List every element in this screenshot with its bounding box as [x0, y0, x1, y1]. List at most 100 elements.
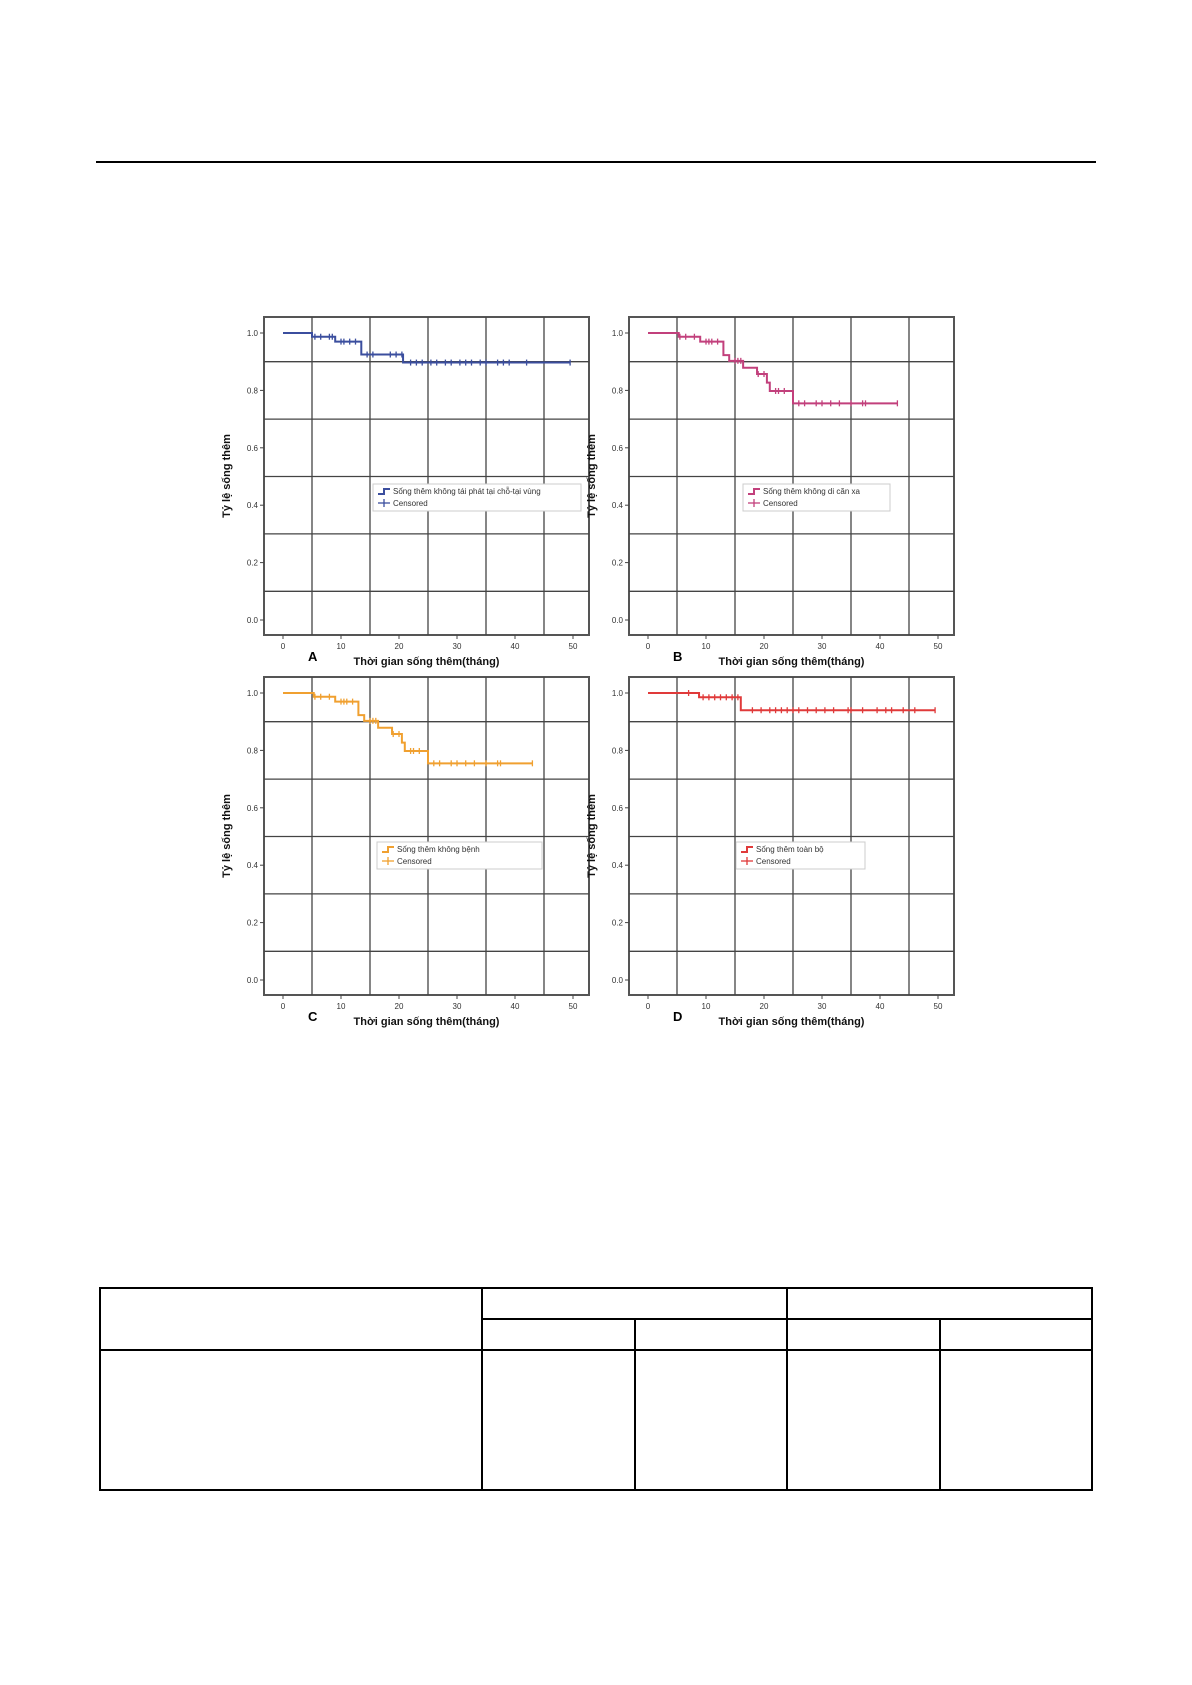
legend-label: Censored — [393, 499, 428, 508]
x-tick-label: 50 — [569, 642, 578, 651]
x-tick-label: 40 — [511, 642, 520, 651]
y-tick-label: 0.2 — [612, 559, 624, 568]
legend-box — [735, 841, 866, 870]
legend-label: Censored — [763, 499, 798, 508]
legend-box — [742, 483, 891, 512]
y-axis-label: Tỷ lệ sống thêm — [586, 794, 598, 878]
y-axis-label: Tỷ lệ sống thêm — [221, 434, 233, 518]
legend: Sống thêm không di căn xa Censored — [742, 483, 891, 512]
x-tick-label: 10 — [702, 642, 711, 651]
table-cell — [786, 1349, 941, 1491]
table-subheader-cell — [786, 1318, 941, 1351]
x-tick-label: 0 — [646, 1002, 651, 1011]
y-tick-label: 0.6 — [247, 804, 259, 813]
legend-step-icon — [382, 846, 394, 853]
table-header-cell — [481, 1287, 788, 1320]
legend-box — [376, 841, 543, 870]
legend-step-icon — [378, 488, 390, 495]
x-tick-label: 50 — [934, 642, 943, 651]
y-tick-label: 0.8 — [612, 746, 624, 755]
chart-panel-c: 0.0 0.2 0.4 0.6 0.8 1.0 0 10 20 30 40 50 Thời gian s… — [221, 676, 590, 1028]
panel-label: A — [308, 649, 318, 664]
y-tick-label: 0.8 — [247, 386, 259, 395]
legend-label: Sống thêm không di căn xa — [763, 487, 861, 496]
x-tick-label: 30 — [818, 1002, 827, 1011]
y-axis-label: Tỷ lệ sống thêm — [221, 794, 233, 878]
y-tick-label: 0.6 — [612, 804, 624, 813]
y-axis-label: Tỷ lệ sống thêm — [586, 434, 598, 518]
x-tick-label: 50 — [569, 1002, 578, 1011]
legend-label: Censored — [397, 857, 432, 866]
panel-label: C — [308, 1009, 318, 1024]
x-tick-label: 40 — [876, 1002, 885, 1011]
table-cell — [938, 1349, 1093, 1491]
chart-panel-a: 0.0 0.2 0.4 0.6 0.8 1.0 0 10 20 30 40 50 Thời gian s… — [221, 316, 590, 668]
y-tick-label: 1.0 — [247, 689, 259, 698]
x-tick-label: 20 — [760, 1002, 769, 1011]
y-tick-label: 0.4 — [247, 861, 259, 870]
survival-curve — [283, 692, 533, 765]
y-tick-label: 0.8 — [612, 386, 624, 395]
y-tick-label: 1.0 — [612, 329, 624, 338]
legend-box — [372, 483, 582, 512]
x-axis-label: Thời gian sống thêm(tháng) — [719, 1016, 865, 1028]
legend: Sống thêm không bệnh Censored — [376, 841, 543, 870]
x-tick-label: 40 — [876, 642, 885, 651]
panel-label: B — [673, 649, 682, 664]
legend-label: Sống thêm không tái phát tại chỗ-tại vùn… — [393, 487, 541, 496]
x-axis-label: Thời gian sống thêm(tháng) — [354, 1016, 500, 1028]
x-tick-label: 0 — [281, 642, 286, 651]
y-tick-label: 0.2 — [247, 559, 259, 568]
x-axis-label: Thời gian sống thêm(tháng) — [354, 656, 500, 668]
table-header-cell — [99, 1287, 483, 1351]
legend-step-icon — [741, 846, 753, 853]
y-tick-label: 0.0 — [612, 976, 624, 985]
x-tick-label: 50 — [934, 1002, 943, 1011]
legend-label: Censored — [756, 857, 791, 866]
y-tick-label: 0.2 — [612, 919, 624, 928]
survival-curve — [283, 332, 571, 364]
table-subheader-cell — [938, 1318, 1093, 1351]
legend: Sống thêm toàn bộ Censored — [735, 841, 866, 870]
y-tick-label: 0.8 — [247, 746, 259, 755]
y-tick-label: 0.2 — [247, 919, 259, 928]
y-tick-label: 0.0 — [247, 976, 259, 985]
x-tick-label: 20 — [395, 642, 404, 651]
y-tick-label: 1.0 — [247, 329, 259, 338]
y-tick-label: 0.0 — [612, 616, 624, 625]
panel-label: D — [673, 1009, 682, 1024]
chart-panel-d: 0.0 0.2 0.4 0.6 0.8 1.0 0 10 20 30 40 50 Thời gian s… — [586, 676, 955, 1028]
y-tick-label: 0.4 — [247, 501, 259, 510]
y-tick-label: 0.4 — [612, 501, 624, 510]
x-tick-label: 10 — [337, 1002, 346, 1011]
x-tick-label: 20 — [760, 642, 769, 651]
x-tick-label: 30 — [453, 642, 462, 651]
header-rule — [96, 161, 1096, 163]
x-tick-label: 0 — [646, 642, 651, 651]
x-tick-label: 30 — [818, 642, 827, 651]
legend-step-icon — [748, 488, 760, 495]
chart-panel-b: 0.0 0.2 0.4 0.6 0.8 1.0 0 10 20 30 40 50 Thời gian s… — [586, 316, 955, 668]
y-tick-label: 0.4 — [612, 861, 624, 870]
x-tick-label: 40 — [511, 1002, 520, 1011]
y-tick-label: 0.0 — [247, 616, 259, 625]
y-tick-label: 0.6 — [612, 444, 624, 453]
x-tick-label: 10 — [702, 1002, 711, 1011]
x-tick-label: 0 — [281, 1002, 286, 1011]
table-cell — [481, 1349, 636, 1491]
y-tick-label: 1.0 — [612, 689, 624, 698]
x-tick-label: 20 — [395, 1002, 404, 1011]
x-axis-label: Thời gian sống thêm(tháng) — [719, 656, 865, 668]
table-cell — [99, 1349, 483, 1491]
table-header-cell — [786, 1287, 1093, 1320]
survival-curve — [648, 332, 898, 405]
kaplan-meier-figure: 0.0 0.2 0.4 0.6 0.8 1.0 0 10 20 30 40 50 Thời gian s… — [221, 316, 955, 1028]
legend: Sống thêm không tái phát tại chỗ-tại vùn… — [372, 483, 582, 512]
y-tick-label: 0.6 — [247, 444, 259, 453]
table-subheader-cell — [481, 1318, 636, 1351]
results-table — [99, 1287, 1093, 1491]
table-cell — [633, 1349, 788, 1491]
legend-label: Sống thêm toàn bộ — [756, 845, 824, 854]
table-subheader-cell — [633, 1318, 788, 1351]
legend-label: Sống thêm không bệnh — [397, 845, 480, 854]
